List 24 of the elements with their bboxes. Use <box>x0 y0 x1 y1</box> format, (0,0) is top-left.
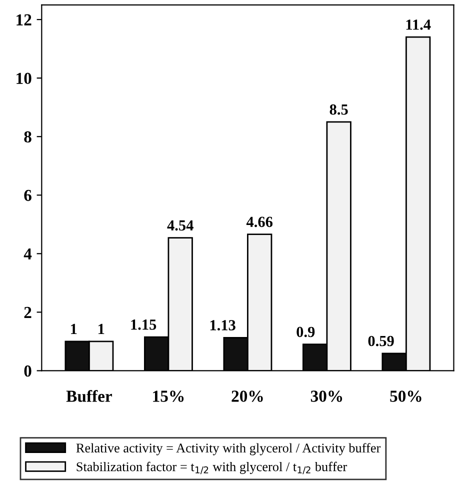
x-tick-label: 50% <box>390 390 422 402</box>
data-label: 1.15 <box>131 320 156 330</box>
y-tick-label: 8 <box>24 131 32 143</box>
y-tick-label: 0 <box>24 365 32 377</box>
y-tick-label: 4 <box>24 248 32 260</box>
data-label: 11.4 <box>406 20 431 30</box>
x-tick-label: 20% <box>232 390 263 402</box>
data-label: 1.13 <box>210 320 236 330</box>
y-tick-label: 6 <box>24 190 32 202</box>
x-tick-label: Buffer <box>66 390 112 402</box>
data-label: 0.9 <box>296 326 315 338</box>
x-tick-label: 15% <box>153 390 184 402</box>
data-label: 0.59 <box>368 336 394 346</box>
y-tick-label: 10 <box>16 72 32 84</box>
legend-label: Relative activity = Activity with glycerol / Activity buffer <box>76 443 381 456</box>
x-tick-label: 30% <box>310 390 342 402</box>
data-label: 4.54 <box>167 220 194 231</box>
data-label: 1 <box>98 324 104 334</box>
legend-label: Stabilization factor = t$_{1/2}$ with glycerol / t$_{1/2}$ buffer <box>76 462 348 474</box>
data-label: 4.66 <box>246 216 273 228</box>
y-tick-label: 2 <box>24 306 32 318</box>
data-label: 8.5 <box>330 104 348 115</box>
data-label: 1 <box>71 324 77 334</box>
y-tick-label: 12 <box>16 14 32 26</box>
